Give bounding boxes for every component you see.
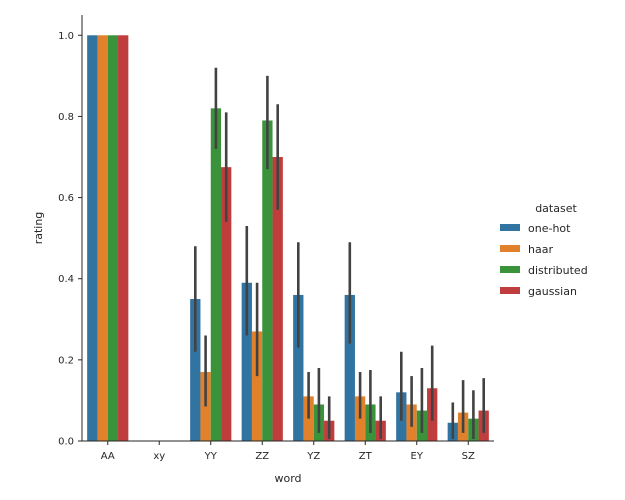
legend-swatch-haar — [500, 245, 520, 252]
bar-haar-ZT — [354, 396, 366, 441]
y-tick-label: 0.2 — [58, 355, 74, 366]
bar-distributed-AA — [107, 35, 119, 442]
bar-gaussian-ZZ — [272, 157, 283, 441]
bar-haar-ZZ — [251, 331, 263, 441]
bar-haar-AA — [97, 35, 108, 442]
y-tick-label: 1.0 — [58, 31, 74, 42]
bar-gaussian-YY — [221, 167, 232, 441]
legend: dataset one-hot haar distributed gaussian — [500, 202, 588, 298]
legend-swatch-gaussian — [500, 287, 520, 294]
bar-haar-YZ — [303, 396, 314, 441]
x-ticks: AA xy YY ZZ YZ ZT EY SZ — [101, 441, 475, 462]
bar-one-hot-AA — [87, 35, 98, 442]
x-tick-label: xy — [153, 451, 165, 462]
x-tick-label: SZ — [462, 451, 475, 462]
legend-swatch-distributed — [500, 266, 520, 273]
x-tick-label: EY — [411, 451, 424, 462]
x-tick-label: AA — [101, 451, 115, 462]
bar-one-hot-ZT — [344, 294, 355, 441]
bar-gaussian-AA — [118, 35, 129, 442]
legend-label-haar: haar — [528, 243, 553, 256]
legend-label-one-hot: one-hot — [528, 222, 571, 235]
error-bars — [194, 67, 486, 439]
legend-swatch-one-hot — [500, 224, 520, 231]
y-axis-label: rating — [32, 212, 45, 245]
axes — [81, 15, 494, 442]
x-tick-label: YY — [204, 451, 218, 462]
x-tick-label: YZ — [306, 451, 320, 462]
bar-distributed-ZZ — [262, 120, 273, 441]
y-tick-label: 0.8 — [58, 112, 74, 123]
x-tick-label: ZT — [359, 451, 373, 462]
bar-one-hot-YZ — [293, 294, 304, 441]
x-axis-label: word — [274, 472, 301, 485]
legend-title: dataset — [535, 202, 577, 215]
bar-one-hot-ZZ — [241, 282, 252, 441]
y-tick-label: 0.6 — [58, 193, 74, 204]
y-tick-label: 0.0 — [58, 437, 74, 448]
bar-one-hot-YY — [190, 299, 201, 441]
bar-distributed-YY — [210, 108, 222, 442]
x-tick-label: ZZ — [255, 451, 269, 462]
y-ticks: 0.0 0.2 0.4 0.6 0.8 1.0 — [58, 31, 82, 448]
legend-label-distributed: distributed — [528, 264, 588, 277]
legend-label-gaussian: gaussian — [528, 285, 577, 298]
bars — [87, 35, 489, 442]
y-tick-label: 0.4 — [58, 274, 74, 285]
